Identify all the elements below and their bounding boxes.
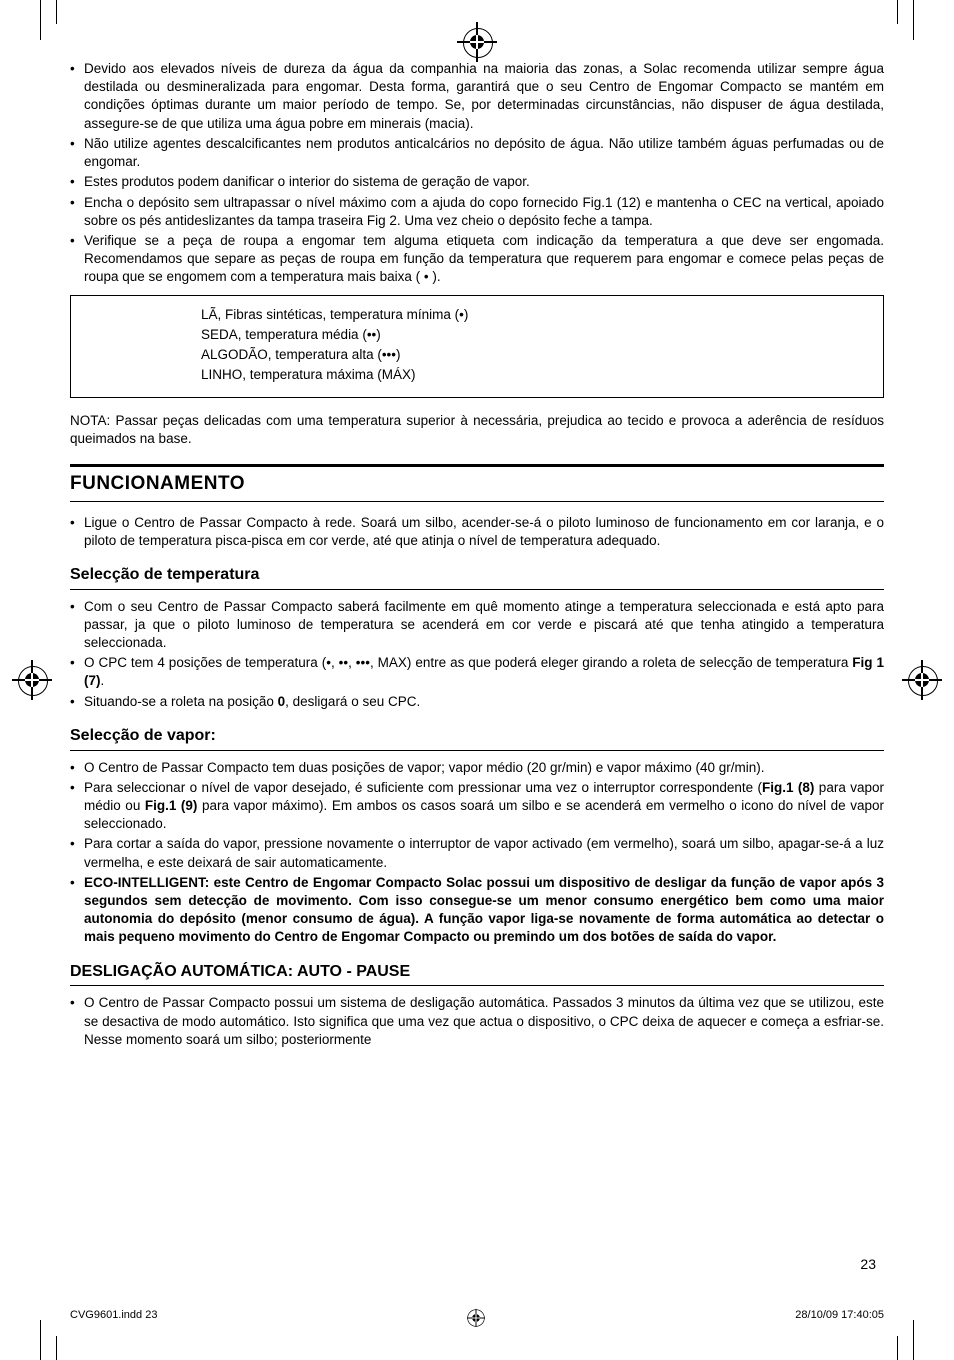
list-item-text: Verifique se a peça de roupa a engomar t… bbox=[84, 232, 884, 287]
list-item-text: O Centro de Passar Compacto tem duas pos… bbox=[84, 759, 884, 777]
crop-mark bbox=[913, 0, 914, 40]
top-bullet-list: •Devido aos elevados níveis de dureza da… bbox=[70, 60, 884, 287]
list-item-text: O Centro de Passar Compacto possui um si… bbox=[84, 994, 884, 1049]
registration-mark-right bbox=[908, 666, 936, 694]
bullet-dot: • bbox=[70, 779, 84, 834]
temperature-box: LÃ, Fibras sintéticas, temperatura mínim… bbox=[70, 295, 884, 398]
box-line: LÃ, Fibras sintéticas, temperatura mínim… bbox=[201, 306, 863, 324]
box-line: ALGODÃO, temperatura alta (•••) bbox=[201, 346, 863, 364]
bullet-dot: • bbox=[70, 135, 84, 171]
bullet-dot: • bbox=[70, 598, 84, 653]
list-item-text: ECO-INTELLIGENT: este Centro de Engomar … bbox=[84, 874, 884, 947]
funcionamento-bullets: •Ligue o Centro de Passar Compacto à red… bbox=[70, 514, 884, 550]
crop-mark bbox=[56, 0, 57, 24]
list-item: •Não utilize agentes descalcificantes ne… bbox=[70, 135, 884, 171]
bullet-dot: • bbox=[70, 759, 84, 777]
list-item-text: Para seleccionar o nível de vapor deseja… bbox=[84, 779, 884, 834]
bullet-dot: • bbox=[70, 874, 84, 947]
crop-mark bbox=[897, 1336, 898, 1360]
bullet-dot: • bbox=[70, 514, 84, 550]
list-item: •Para cortar a saída do vapor, pressione… bbox=[70, 835, 884, 871]
list-item-text: Ligue o Centro de Passar Compacto à rede… bbox=[84, 514, 884, 550]
list-item: •O Centro de Passar Compacto possui um s… bbox=[70, 994, 884, 1049]
bullet-dot: • bbox=[70, 994, 84, 1049]
box-line: LINHO, temperatura máxima (MÁX) bbox=[201, 366, 863, 384]
list-item-text: Para cortar a saída do vapor, pressione … bbox=[84, 835, 884, 871]
crop-mark bbox=[56, 1336, 57, 1360]
list-item: •O CPC tem 4 posições de temperatura (•,… bbox=[70, 654, 884, 690]
list-item: •ECO-INTELLIGENT: este Centro de Engomar… bbox=[70, 874, 884, 947]
list-item: •Estes produtos podem danificar o interi… bbox=[70, 173, 884, 191]
crop-mark bbox=[40, 1320, 41, 1360]
list-item-text: Com o seu Centro de Passar Compacto sabe… bbox=[84, 598, 884, 653]
crop-mark bbox=[897, 0, 898, 24]
list-item-text: Devido aos elevados níveis de dureza da … bbox=[84, 60, 884, 133]
list-item: •Encha o depósito sem ultrapassar o níve… bbox=[70, 194, 884, 230]
list-item: •Para seleccionar o nível de vapor desej… bbox=[70, 779, 884, 834]
list-item: •Ligue o Centro de Passar Compacto à red… bbox=[70, 514, 884, 550]
heading-sel-vapor: Selecção de vapor: bbox=[70, 725, 884, 751]
footer: CVG9601.indd 23 28/10/09 17:40:05 bbox=[70, 1309, 884, 1330]
crop-mark bbox=[40, 0, 41, 40]
crop-mark bbox=[913, 1320, 914, 1360]
footer-left: CVG9601.indd 23 bbox=[70, 1309, 157, 1330]
heading-sel-temp: Selecção de temperatura bbox=[70, 564, 884, 590]
bullet-dot: • bbox=[70, 60, 84, 133]
sel-vapor-bullets: •O Centro de Passar Compacto tem duas po… bbox=[70, 759, 884, 947]
box-line: SEDA, temperatura média (••) bbox=[201, 326, 863, 344]
heading-funcionamento: FUNCIONAMENTO bbox=[70, 464, 884, 502]
list-item-text: O CPC tem 4 posições de temperatura (•, … bbox=[84, 654, 884, 690]
heading-desligacao: DESLIGAÇÃO AUTOMÁTICA: AUTO - PAUSE bbox=[70, 961, 884, 987]
registration-mark-left bbox=[18, 666, 46, 694]
list-item: •Devido aos elevados níveis de dureza da… bbox=[70, 60, 884, 133]
bullet-dot: • bbox=[70, 835, 84, 871]
list-item-text: Situando-se a roleta na posição 0, desli… bbox=[84, 693, 884, 711]
bullet-dot: • bbox=[70, 232, 84, 287]
list-item: •Com o seu Centro de Passar Compacto sab… bbox=[70, 598, 884, 653]
desligacao-bullets: •O Centro de Passar Compacto possui um s… bbox=[70, 994, 884, 1049]
bullet-dot: • bbox=[70, 693, 84, 711]
list-item: •O Centro de Passar Compacto tem duas po… bbox=[70, 759, 884, 777]
list-item-text: Estes produtos podem danificar o interio… bbox=[84, 173, 884, 191]
sel-temp-bullets: •Com o seu Centro de Passar Compacto sab… bbox=[70, 598, 884, 711]
list-item-text: Não utilize agentes descalcificantes nem… bbox=[84, 135, 884, 171]
nota-text: NOTA: Passar peças delicadas com uma tem… bbox=[70, 412, 884, 448]
bullet-dot: • bbox=[70, 654, 84, 690]
footer-right: 28/10/09 17:40:05 bbox=[795, 1309, 884, 1330]
bullet-dot: • bbox=[70, 194, 84, 230]
page-content: •Devido aos elevados níveis de dureza da… bbox=[70, 60, 884, 1049]
list-item-text: Encha o depósito sem ultrapassar o nível… bbox=[84, 194, 884, 230]
bullet-dot: • bbox=[70, 173, 84, 191]
list-item: •Verifique se a peça de roupa a engomar … bbox=[70, 232, 884, 287]
footer-registration-icon bbox=[467, 1309, 485, 1330]
page-number: 23 bbox=[860, 1256, 876, 1272]
list-item: •Situando-se a roleta na posição 0, desl… bbox=[70, 693, 884, 711]
registration-mark-top bbox=[463, 28, 491, 56]
